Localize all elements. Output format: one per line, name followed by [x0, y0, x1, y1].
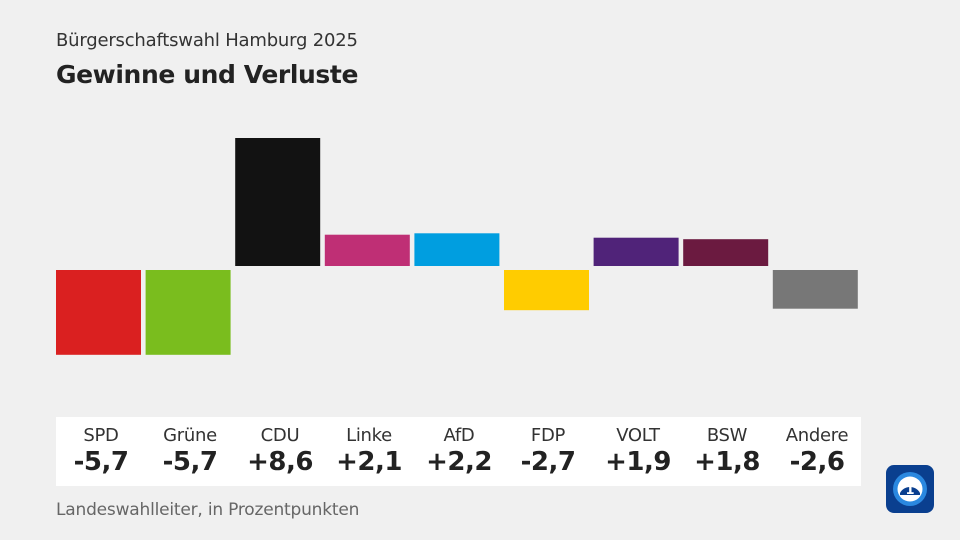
party-name: VOLT	[616, 425, 660, 446]
bar-afd	[414, 233, 500, 266]
bar-volt	[593, 237, 679, 266]
party-name: CDU	[260, 425, 300, 446]
party-value: -5,7	[73, 447, 129, 477]
label-cell-andere: Andere -2,6	[772, 417, 862, 477]
label-cell-cdu: CDU +8,6	[235, 417, 325, 477]
bar-bsw	[683, 239, 769, 266]
svg-text:1: 1	[905, 483, 914, 498]
party-value: -5,7	[162, 447, 218, 477]
label-cell-afd: AfD +2,2	[414, 417, 504, 477]
party-name: BSW	[706, 425, 748, 446]
party-name: Linke	[346, 425, 392, 446]
ard-tagesschau-logo-icon: 1	[886, 465, 934, 513]
party-label-row: SPD -5,7 Grüne -5,7 CDU +8,6 Linke +2,1 …	[56, 417, 861, 486]
label-cell-volt: VOLT +1,9	[593, 417, 683, 477]
label-cell-gruene: Grüne -5,7	[145, 417, 235, 477]
party-name: AfD	[443, 425, 475, 446]
bar-fdp	[504, 270, 589, 311]
bar-andere	[772, 270, 858, 309]
party-value: +2,2	[426, 447, 492, 477]
party-value: +1,9	[605, 447, 671, 477]
bar-cdu	[235, 138, 321, 266]
party-name: Grüne	[163, 425, 217, 446]
label-cell-fdp: FDP -2,7	[503, 417, 593, 477]
party-value: +8,6	[247, 447, 313, 477]
party-name: FDP	[530, 425, 566, 446]
chart-subtitle: Bürgerschaftswahl Hamburg 2025	[56, 30, 358, 51]
label-cell-linke: Linke +2,1	[324, 417, 414, 477]
party-name: SPD	[83, 425, 119, 446]
chart-title: Gewinne und Verluste	[56, 60, 359, 89]
bar-linke	[324, 234, 410, 266]
party-name: Andere	[785, 425, 849, 446]
party-value: +2,1	[336, 447, 402, 477]
party-value: -2,7	[520, 447, 576, 477]
bar-spd	[56, 270, 141, 355]
label-cell-bsw: BSW +1,8	[682, 417, 772, 477]
party-value: -2,6	[789, 447, 845, 477]
party-value: +1,8	[694, 447, 760, 477]
source-note: Landeswahlleiter, in Prozentpunkten	[56, 500, 360, 520]
bar-gruene	[145, 270, 231, 355]
label-cell-spd: SPD -5,7	[56, 417, 146, 477]
